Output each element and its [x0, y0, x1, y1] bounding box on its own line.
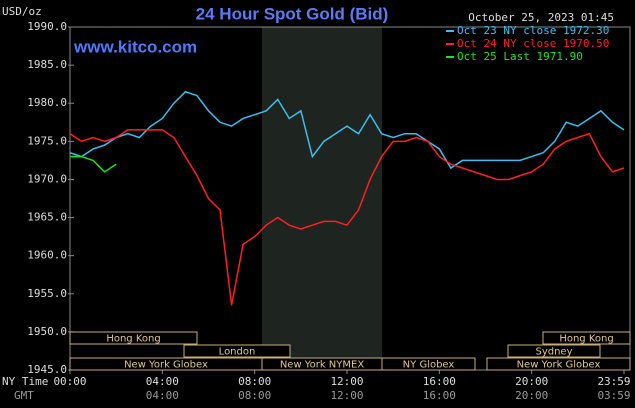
session-box: [381, 357, 476, 371]
x-tick-label: 04:00: [146, 375, 179, 388]
session-box: [69, 331, 198, 345]
y-axis-label: USD/oz: [2, 5, 42, 18]
x-tick-label: 23:59: [597, 375, 630, 388]
legend-label: Oct 23 NY close 1972.30: [457, 24, 609, 37]
session-box: [486, 357, 631, 371]
y-tick-label: 1955.0: [27, 287, 67, 300]
y-tick-label: 1960.0: [27, 249, 67, 262]
session-label: London: [219, 347, 256, 358]
session-label: New York Globex: [517, 360, 601, 371]
x2-tick-label: 03:59: [597, 389, 630, 402]
x2-axis-label: GMT: [14, 389, 34, 402]
comex-shade: [262, 27, 382, 370]
x2-tick-label: 20:00: [515, 389, 548, 402]
x-tick-label: 12:00: [330, 375, 363, 388]
y-tick-label: 1985.0: [27, 58, 67, 71]
y-tick-label: 1975.0: [27, 134, 67, 147]
series-line: [69, 90, 625, 170]
y-tick-label: 1950.0: [27, 325, 67, 338]
session-label: Hong Kong: [559, 334, 613, 345]
y-tick-label: 1990.0: [27, 20, 67, 33]
x-tick-label: 00:00: [53, 375, 86, 388]
site-label: www.kitco.com: [73, 37, 197, 56]
series-line: [70, 155, 117, 173]
x2-tick-label: 16:00: [423, 389, 456, 402]
session-box: [183, 344, 291, 358]
x2-tick-label: 12:00: [330, 389, 363, 402]
session-label: New York NYMEX: [280, 360, 365, 371]
session-label: Sydney: [535, 347, 572, 358]
chart-title: 24 Hour Spot Gold (Bid): [196, 4, 389, 23]
legend-label: Oct 25 Last 1971.90: [457, 50, 583, 63]
y-tick-label: 1965.0: [27, 211, 67, 224]
x-tick-label: 16:00: [423, 375, 456, 388]
y-tick-label: 1970.0: [27, 172, 67, 185]
x-axis-label: NY Time: [2, 375, 48, 388]
session-label: NY Globex: [403, 360, 455, 371]
session-label: New York Globex: [124, 360, 208, 371]
series-line: [69, 129, 625, 306]
x2-tick-label: 08:00: [238, 389, 271, 402]
y-tick-label: 1980.0: [27, 96, 67, 109]
x-tick-label: 08:00: [238, 375, 271, 388]
timestamp: October 25, 2023 01:45: [468, 11, 614, 24]
session-box: [542, 331, 631, 345]
x-tick-label: 20:00: [515, 375, 548, 388]
y-tick-label: 1945.0: [27, 363, 67, 376]
session-label: Hong Kong: [106, 334, 160, 345]
x2-tick-label: 04:00: [146, 389, 179, 402]
legend-label: Oct 24 NY close 1970.50: [457, 37, 609, 50]
session-box: [507, 344, 601, 358]
